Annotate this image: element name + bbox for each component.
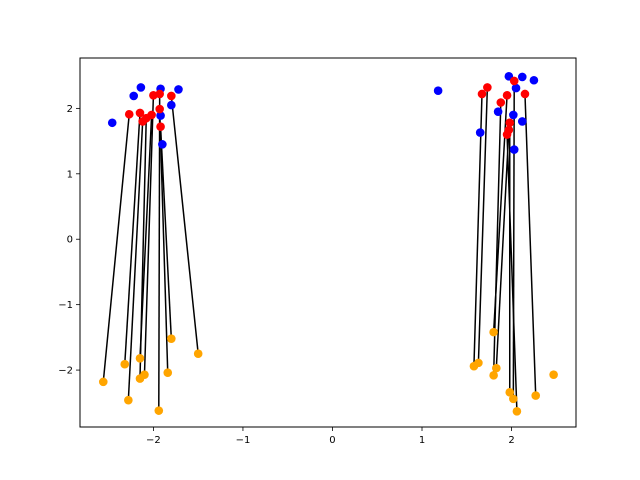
- orange-point-17: [512, 406, 522, 416]
- axes-frame: [79, 57, 577, 428]
- blue-point-7: [158, 140, 167, 149]
- x-tick-label: −2: [146, 435, 161, 446]
- link-line-2: [127, 121, 144, 401]
- x-tick-label: 0: [329, 435, 335, 446]
- orange-point-6: [154, 406, 164, 415]
- y-tick-label: 0: [67, 235, 73, 246]
- y-tick-label: −2: [58, 366, 73, 377]
- blue-point-15: [517, 117, 527, 126]
- orange-point-16: [509, 394, 518, 404]
- red-point-15: [505, 118, 515, 128]
- link-line-9: [170, 95, 199, 354]
- y-tick-label: 2: [67, 104, 73, 115]
- link-line-1: [124, 112, 141, 365]
- link-line-8: [159, 126, 173, 339]
- orange-point-11: [474, 358, 483, 368]
- orange-point-7: [163, 368, 173, 377]
- x-tick-label: 1: [419, 435, 425, 446]
- orange-point-14: [492, 363, 501, 373]
- red-point-7: [155, 104, 164, 114]
- orange-point-8: [167, 334, 176, 343]
- link-line-7: [158, 109, 169, 373]
- y-axis-ticks: −2 −1 0 1 2: [58, 104, 80, 377]
- blue-point-0: [107, 118, 117, 128]
- orange-point-13: [489, 327, 498, 337]
- orange-point-9: [193, 349, 203, 359]
- blue-point-2: [136, 83, 146, 92]
- red-point-12: [496, 98, 506, 107]
- blue-point-12: [511, 83, 521, 93]
- link-line-11: [477, 87, 489, 363]
- orange-point-15: [505, 388, 515, 397]
- blue-point-6: [156, 111, 165, 120]
- link-line-4: [139, 114, 153, 359]
- link-line-18: [524, 93, 537, 396]
- blue-point-16: [509, 145, 519, 154]
- x-axis-ticks: −2 −1 0 1 2: [146, 427, 515, 446]
- link-line-0: [102, 114, 130, 382]
- orange-point-18: [531, 391, 541, 400]
- red-point-6: [155, 89, 164, 99]
- x-tick-label: 2: [508, 435, 514, 446]
- red-point-0: [124, 109, 134, 119]
- link-line-14: [495, 129, 510, 369]
- red-point-16: [509, 76, 519, 86]
- blue-point-13: [517, 72, 527, 82]
- link-line-16: [512, 80, 515, 399]
- orange-point-2: [124, 395, 133, 405]
- red-point-8: [156, 122, 165, 131]
- link-line-5: [143, 95, 155, 375]
- red-point-13: [502, 90, 512, 100]
- red-point-11: [483, 83, 492, 92]
- blue-point-1: [129, 91, 139, 101]
- orange-point-5: [140, 370, 149, 379]
- red-point-18: [502, 130, 512, 139]
- blue-point-5: [167, 100, 176, 110]
- link-line-17: [506, 134, 518, 412]
- blue-point-17: [509, 110, 518, 120]
- red-point-10: [477, 89, 487, 99]
- red-point-9: [167, 91, 176, 101]
- red-point-4: [147, 110, 156, 120]
- orange-point-19: [549, 370, 558, 379]
- x-tick-label: −1: [236, 435, 251, 446]
- y-tick-label: 1: [67, 169, 73, 180]
- orange-point-12: [489, 371, 498, 380]
- y-tick-label: −1: [58, 300, 73, 311]
- red-point-1: [135, 108, 145, 118]
- link-line-10: [473, 93, 483, 367]
- blue-point-4: [174, 85, 183, 94]
- scatter-points: [98, 72, 558, 416]
- blue-point-9: [475, 128, 485, 137]
- orange-point-1: [120, 359, 130, 369]
- red-point-17: [520, 89, 530, 99]
- orange-point-4: [135, 354, 145, 363]
- blue-point-10: [493, 107, 503, 116]
- blue-point-8: [433, 86, 443, 96]
- orange-point-0: [98, 377, 108, 387]
- blue-point-14: [529, 75, 539, 85]
